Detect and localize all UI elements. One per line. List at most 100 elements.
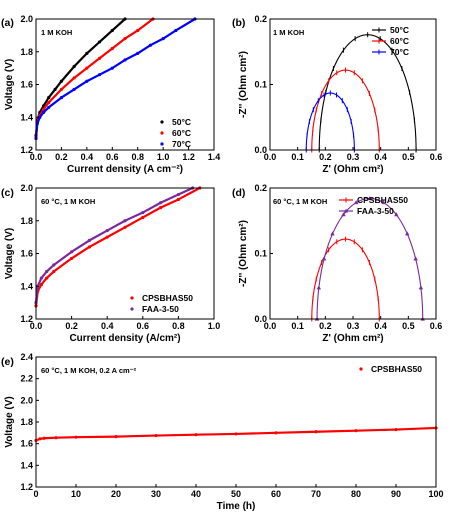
legend-label: 50°C	[172, 117, 191, 127]
series-line	[311, 238, 380, 320]
legend-label: CPSBHAS50	[371, 364, 422, 374]
data-point	[159, 201, 163, 205]
y-tick-label: 0.0	[254, 145, 267, 155]
data-point	[74, 435, 78, 439]
x-tick-label: 90	[391, 489, 401, 499]
data-point	[97, 73, 102, 77]
y-tick-label: 1.8	[20, 47, 33, 57]
y-axis-label: -Z'' (Ohm cm²)	[238, 51, 249, 118]
x-tick-label: 0	[33, 489, 38, 499]
x-tick-label: 0.5	[402, 152, 415, 162]
y-tick-label: 2.4	[20, 352, 33, 362]
x-tick-label: 0.3	[347, 152, 360, 162]
data-point	[87, 238, 91, 242]
data-point	[72, 64, 76, 69]
panel-annotation: 1 M KOH	[273, 28, 304, 37]
data-point	[234, 432, 238, 436]
data-point	[53, 87, 57, 92]
legend-marker	[160, 142, 164, 146]
data-point	[141, 215, 145, 220]
y-tick-label: 0.2	[254, 14, 267, 24]
x-tick-label: 80	[351, 489, 361, 499]
data-point	[72, 87, 76, 92]
data-point	[314, 430, 318, 434]
data-point	[381, 200, 386, 205]
series-line	[316, 197, 424, 320]
x-tick-label: 60	[271, 489, 281, 499]
series-cpsbhas50	[311, 236, 380, 322]
legend: 50°C60°C70°C	[160, 117, 191, 149]
panel-annotation: 60 °C, 1 M KOH	[41, 197, 95, 206]
panel-letter: (d)	[232, 187, 245, 199]
x-tick-label: 1.4	[208, 152, 221, 162]
data-point	[341, 212, 346, 217]
y-tick-label: 1.6	[20, 249, 33, 259]
x-tick-label: 70	[311, 489, 321, 499]
x-axis-label: Time (h)	[217, 501, 256, 512]
x-tick-label: 0.8	[131, 152, 144, 162]
y-tick-label: 1.2	[20, 145, 33, 155]
y-tick-label: 2.0	[20, 395, 33, 405]
y-tick-label: 1.4	[20, 112, 33, 122]
x-tick-label: 0.0	[264, 321, 277, 331]
x-tick-label: 10	[71, 489, 81, 499]
data-point	[316, 285, 322, 290]
data-point	[194, 433, 198, 437]
data-point	[110, 46, 114, 51]
x-axis-label: Z' (Ohm cm²)	[322, 164, 383, 175]
data-point	[85, 51, 89, 55]
x-tick-label: 0.1	[291, 321, 304, 331]
data-point	[39, 283, 43, 287]
panel-e: (e) 60 °C, 1 M KOH, 0.2 A cm⁻² 0 10 20 30 40 50…	[1, 352, 444, 512]
data-point	[123, 37, 127, 41]
x-tick-label: 0.1	[291, 152, 304, 162]
legend-marker	[130, 307, 134, 311]
y-tick-label: 2.0	[20, 183, 33, 193]
data-point	[97, 40, 102, 44]
data-point	[105, 235, 109, 239]
data-point	[413, 256, 418, 261]
data-point	[176, 192, 180, 197]
data-point	[42, 110, 46, 114]
data-point	[274, 431, 278, 435]
legend-marker	[343, 208, 349, 213]
plot-frame	[35, 356, 437, 488]
panel-d: (d) 60 °C, 1 M KOH 0.0 0.1 0.2 0.3 0.4 0.5 0.6 0.…	[232, 183, 442, 344]
data-point	[45, 269, 49, 274]
legend: 50°C60°C70°C	[372, 25, 409, 57]
x-tick-label: 0.2	[319, 321, 332, 331]
panel-annotation: 60 °C, 1 M KOH	[273, 197, 327, 206]
data-point	[114, 435, 118, 439]
x-tick-label: 50	[231, 489, 241, 499]
x-tick-label: 0.0	[264, 152, 277, 162]
data-point	[123, 225, 127, 229]
y-axis-label: -Z'' (Ohm cm²)	[238, 220, 249, 287]
data-point	[136, 51, 140, 55]
plot-frame	[269, 187, 437, 320]
series-cpsbhas50	[34, 426, 438, 443]
data-point	[54, 436, 58, 440]
data-point	[85, 79, 89, 83]
panel-letter: (a)	[1, 17, 14, 29]
data-point	[47, 96, 51, 100]
data-point	[38, 115, 42, 119]
legend-label: CPSBHAS50	[142, 293, 193, 303]
legend-marker	[130, 296, 134, 300]
data-point	[70, 256, 74, 261]
x-tick-label: 0.4	[101, 321, 114, 331]
x-tick-label: 0.4	[374, 321, 387, 331]
y-tick-label: 1.6	[20, 439, 33, 449]
series-line	[35, 426, 437, 442]
x-tick-label: 0.2	[55, 152, 68, 162]
x-axis-label: Z' (Ohm cm²)	[322, 333, 383, 344]
panel-letter: (c)	[1, 187, 14, 199]
data-point	[141, 210, 145, 215]
x-tick-label: 30	[151, 489, 161, 499]
data-point	[59, 96, 64, 100]
legend-label: 60°C	[172, 128, 191, 138]
legend-marker	[359, 367, 363, 371]
data-point	[47, 100, 51, 105]
data-point	[174, 28, 178, 33]
